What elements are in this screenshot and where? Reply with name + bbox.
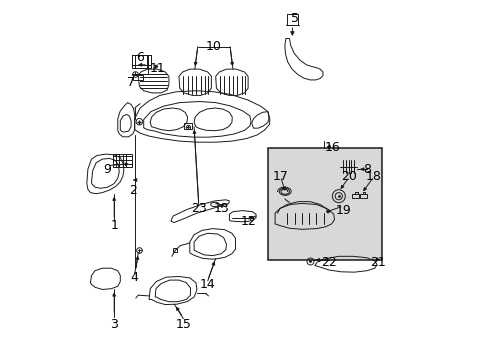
Text: 12: 12 — [240, 215, 255, 228]
Text: 9: 9 — [103, 163, 111, 176]
Text: 16: 16 — [324, 141, 340, 154]
Text: 5: 5 — [290, 12, 298, 24]
Bar — [113, 154, 132, 167]
Text: 2: 2 — [129, 184, 137, 197]
Text: 18: 18 — [366, 170, 381, 183]
Text: 17: 17 — [272, 170, 288, 183]
Bar — [183, 123, 192, 129]
Text: 20: 20 — [340, 170, 356, 183]
Bar — [352, 194, 358, 198]
Text: 1: 1 — [110, 219, 118, 231]
Text: 6: 6 — [136, 51, 144, 64]
Text: 13: 13 — [214, 202, 229, 215]
FancyBboxPatch shape — [267, 148, 382, 260]
Text: 19: 19 — [335, 204, 351, 217]
Text: 4: 4 — [130, 271, 139, 284]
Bar — [132, 55, 151, 68]
Text: 8: 8 — [362, 163, 370, 176]
Bar — [339, 160, 356, 173]
Text: 22: 22 — [321, 256, 336, 269]
Text: 3: 3 — [110, 318, 118, 330]
Text: 21: 21 — [370, 256, 386, 269]
Text: 23: 23 — [190, 202, 206, 215]
Text: 14: 14 — [200, 278, 215, 291]
Bar — [360, 194, 366, 198]
Text: 15: 15 — [175, 318, 191, 330]
Text: 10: 10 — [205, 40, 222, 53]
Text: 7: 7 — [127, 76, 135, 89]
Bar — [133, 75, 142, 80]
Text: 11: 11 — [149, 62, 165, 75]
